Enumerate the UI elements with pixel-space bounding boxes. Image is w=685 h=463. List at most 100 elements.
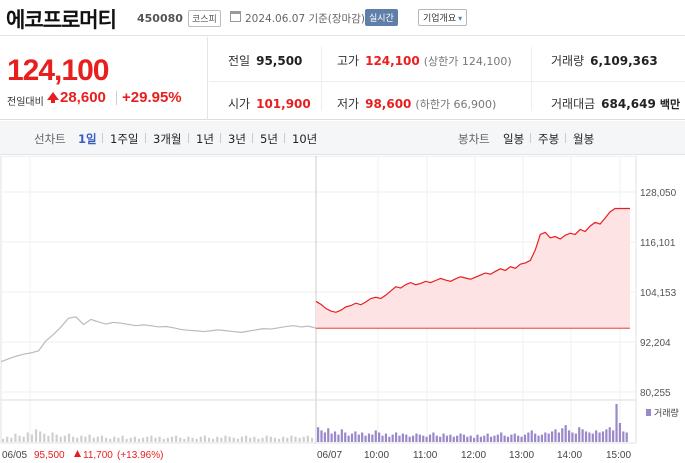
realtime-button[interactable]: 실시간	[365, 9, 398, 26]
volume-bar-today	[527, 432, 530, 442]
volume-bar-prev	[129, 437, 132, 442]
volume-bar-prev	[109, 438, 112, 442]
volume-bar-today	[344, 432, 347, 442]
tab-period-1w[interactable]: 1주일	[110, 132, 139, 146]
toolbar-sep	[145, 133, 146, 143]
volume-bar-today	[317, 427, 320, 442]
volume-bar-today	[612, 430, 615, 442]
volume-bar-today	[327, 428, 330, 442]
market-badge: 코스피	[188, 10, 221, 27]
volume-bar-today	[584, 431, 588, 442]
volume-bar-today	[503, 435, 506, 442]
volume-bar-prev	[80, 435, 83, 442]
company-info-dropdown[interactable]: 기업개요 ▾	[418, 9, 468, 26]
volume-bar-prev	[2, 438, 5, 442]
volume-bar-prev	[282, 436, 285, 442]
stat-high: 고가 124,100 (상한가 124,100)	[337, 54, 512, 68]
volume-bar-today	[405, 434, 408, 442]
price-chart[interactable]: 128,050 116,101 104,153 92,204 80,255 거래량 06/0…	[0, 156, 685, 463]
volume-bar-today	[381, 435, 384, 442]
tab-candle-day[interactable]: 일봉	[503, 132, 525, 146]
volume-bar-today	[554, 429, 557, 442]
volume-bar-today	[534, 433, 537, 442]
price-summary: 124,100 전일대비 28,600 +29.95% 전일 95,500 고가 1…	[0, 37, 685, 120]
volume-bar-today	[506, 436, 510, 442]
current-price-box: 124,100 전일대비 28,600 +29.95%	[0, 37, 208, 120]
stock-name: 에코프로머티	[6, 8, 117, 32]
volume-bar-today	[476, 434, 479, 442]
volume-bar-prev	[212, 438, 215, 442]
volume-bar-today	[408, 436, 411, 442]
tab-candle-week[interactable]: 주봉	[538, 132, 560, 146]
volume-bar-prev	[133, 436, 136, 442]
volume-bar-prev	[30, 434, 34, 442]
volume-bar-today	[456, 435, 459, 442]
up-triangle-icon	[74, 450, 81, 457]
volume-bar-prev	[76, 437, 79, 442]
tab-period-5y[interactable]: 5년	[260, 132, 278, 146]
volume-bar-today	[462, 434, 466, 442]
volume-bar-today	[571, 432, 574, 442]
volume-bar-today	[371, 434, 374, 442]
volume-bar-today	[544, 432, 547, 442]
stat-open: 시가 101,900	[228, 97, 311, 111]
volume-bar-prev	[104, 437, 108, 442]
volume-bar-today	[422, 435, 425, 442]
volume-bar-today	[432, 432, 435, 442]
volume-bar-prev	[310, 437, 314, 442]
volume-bar-today	[598, 432, 601, 442]
chart-toolbar: 선차트 1일 1주일 3개월 1년 3년 5년 10년 봉차트 일봉 주봉 월봉	[0, 121, 685, 155]
volume-bar-today	[618, 423, 622, 442]
volume-legend-swatch	[646, 409, 651, 416]
tab-period-1d[interactable]: 1일	[78, 132, 97, 146]
change-divider	[116, 91, 117, 105]
volume-bar-prev	[207, 437, 211, 442]
volume-bar-today	[469, 435, 472, 442]
volume-bar-prev	[55, 434, 58, 442]
volume-bar-prev	[10, 437, 13, 442]
volume-bar-today	[418, 434, 421, 442]
volume-bar-prev	[59, 436, 62, 442]
volume-bar-prev	[121, 435, 124, 442]
x-tick-label: 11:00	[413, 450, 438, 461]
volume-bar-today	[435, 435, 438, 442]
volume-bar-today	[445, 435, 449, 442]
volume-bar-today	[523, 434, 527, 442]
volume-bar-prev	[150, 435, 153, 442]
volume-bar-today	[608, 427, 611, 442]
tab-period-3m[interactable]: 3개월	[153, 132, 182, 146]
volume-bar-prev	[67, 433, 71, 442]
stats-col-divider	[531, 47, 532, 111]
tab-period-10y[interactable]: 10년	[292, 132, 318, 146]
volume-bar-today	[578, 427, 581, 442]
volume-bar-prev	[22, 436, 25, 442]
stats-row-divider	[209, 81, 685, 82]
toolbar-sep	[252, 133, 253, 143]
toolbar-sep	[530, 133, 531, 143]
tab-period-1y[interactable]: 1년	[196, 132, 214, 146]
candle-chart-label: 봉차트	[458, 132, 490, 146]
volume-bar-prev	[142, 437, 145, 442]
volume-bar-today	[428, 434, 432, 442]
stats-col-divider	[321, 47, 322, 111]
stock-header: 에코프로머티 450080 코스피 2024.06.07 기준(장마감) 실시간…	[0, 0, 685, 36]
volume-bar-prev	[203, 435, 207, 442]
stat-prev-close: 전일 95,500	[228, 54, 303, 68]
volume-bar-today	[364, 435, 367, 442]
volume-bar-prev	[269, 436, 272, 442]
volume-bar-today	[595, 430, 598, 442]
volume-bar-today	[401, 433, 404, 442]
volume-bar-prev	[72, 436, 75, 442]
prev-close-label: 95,500	[34, 450, 65, 461]
volume-bar-today	[581, 429, 584, 442]
tab-candle-month[interactable]: 월봉	[573, 132, 595, 146]
volume-bar-prev	[96, 436, 99, 442]
volume-bar-today	[496, 434, 499, 442]
volume-legend-label: 거래량	[654, 407, 679, 419]
tab-period-3y[interactable]: 3년	[228, 132, 246, 146]
volume-bar-today	[513, 433, 516, 442]
volume-bar-today	[537, 435, 540, 442]
volume-bar-prev	[183, 438, 186, 442]
volume-bar-today	[483, 435, 486, 442]
y-tick-label: 128,050	[640, 188, 677, 199]
